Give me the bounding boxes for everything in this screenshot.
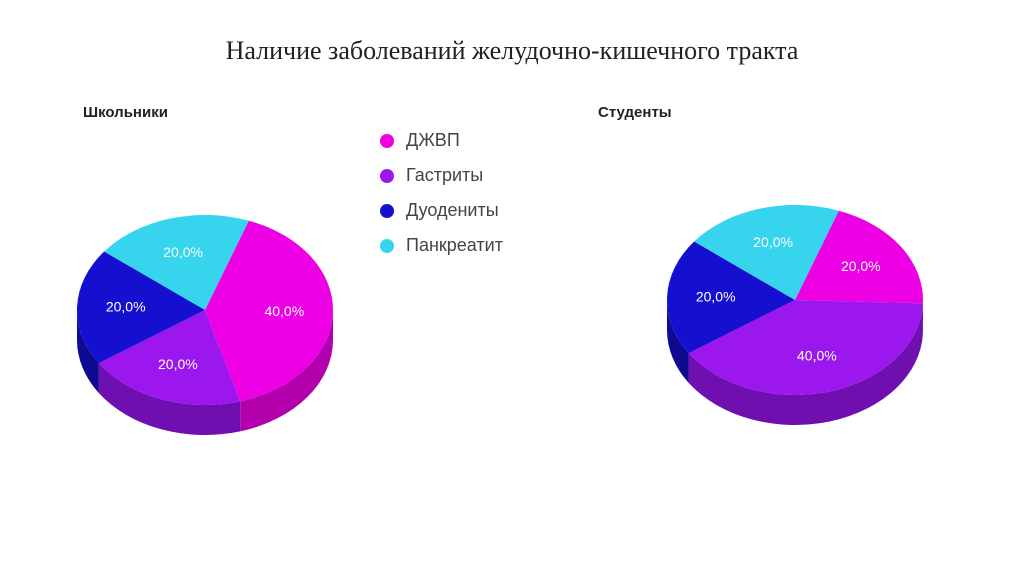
pie-slice-label: 40,0% <box>797 347 837 363</box>
pie-slice-label: 20,0% <box>841 258 881 274</box>
pie-slice-label: 20,0% <box>753 234 793 250</box>
pie-chart-students: 20,0% 40,0% 20,0% 20,0% <box>0 0 1024 574</box>
pie-slice-label: 20,0% <box>696 289 736 305</box>
